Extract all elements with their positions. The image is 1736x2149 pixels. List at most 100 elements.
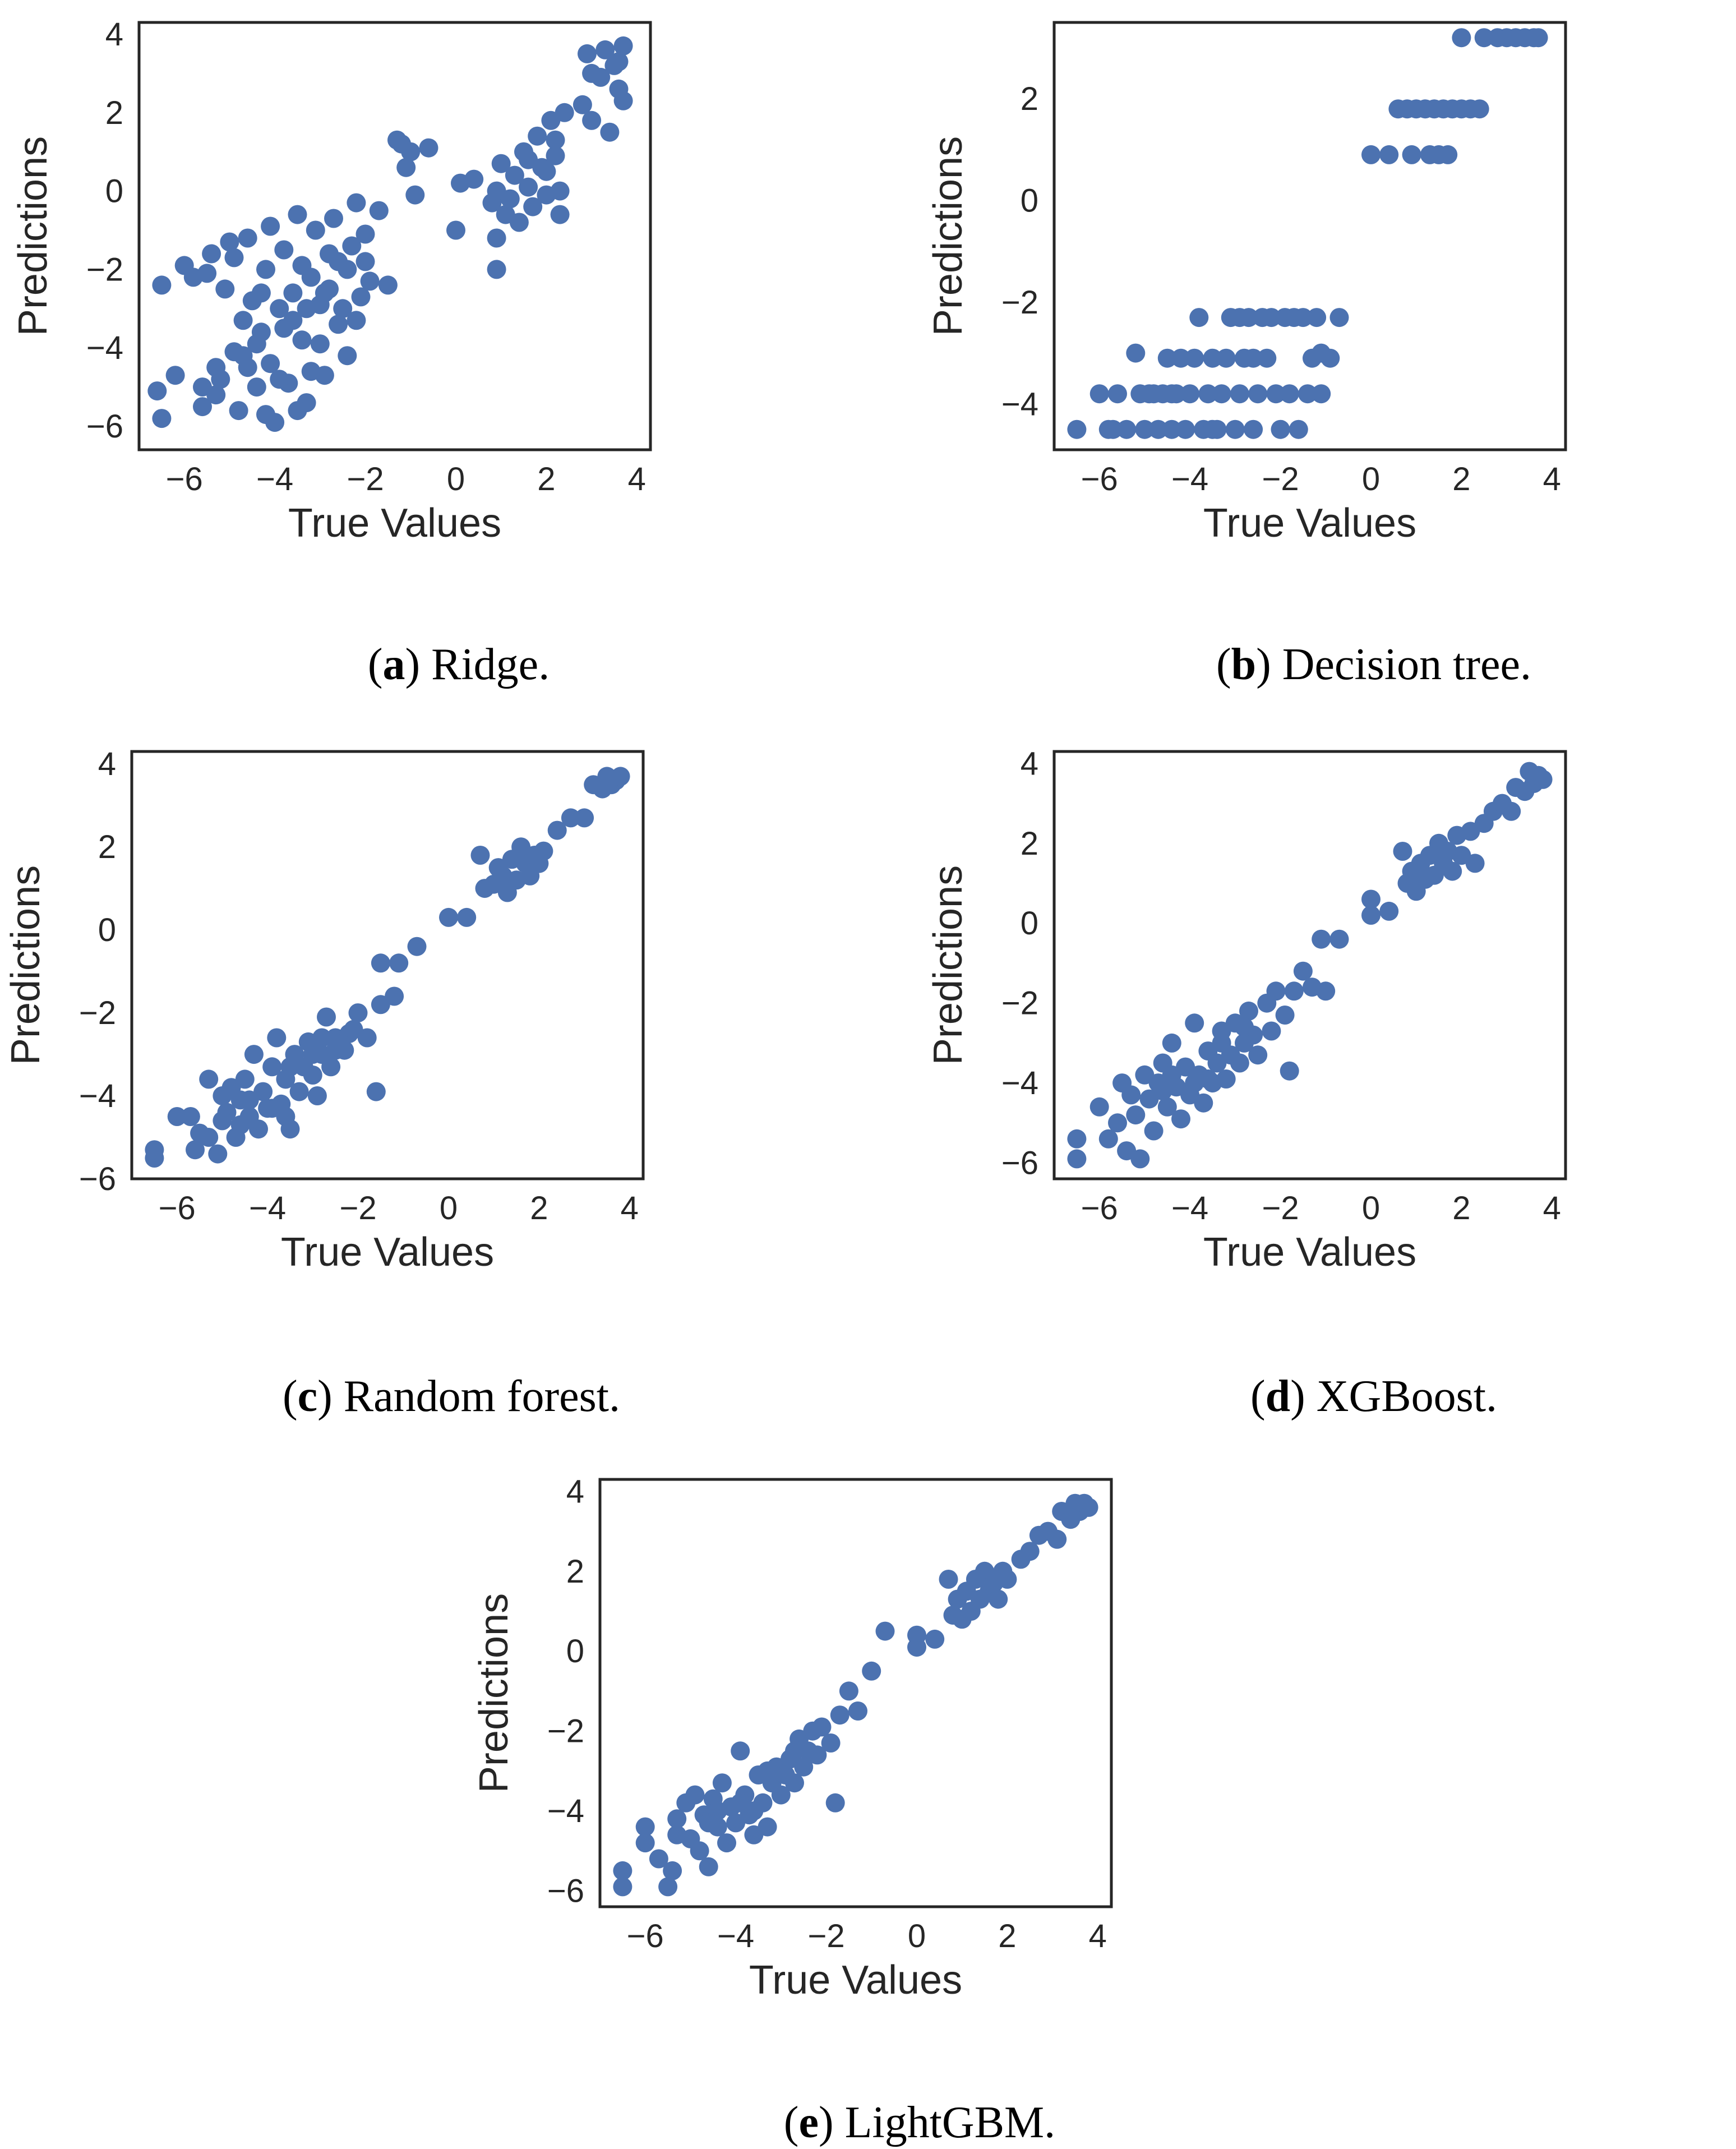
data-point xyxy=(500,189,520,209)
data-point xyxy=(1379,901,1399,921)
data-point xyxy=(297,299,316,319)
plot-frame xyxy=(598,1478,1113,1908)
data-point xyxy=(270,299,289,319)
y-tick-label: −6 xyxy=(1001,1145,1038,1182)
data-point xyxy=(1266,981,1286,1001)
data-point xyxy=(925,1629,945,1649)
data-point xyxy=(405,185,425,205)
data-point xyxy=(519,150,538,169)
x-tick-label: −2 xyxy=(347,461,384,497)
data-point xyxy=(685,1785,705,1805)
x-tick-label: 4 xyxy=(628,461,646,497)
plot-frame xyxy=(1052,750,1567,1180)
x-axis-label: True Values xyxy=(1203,1230,1416,1275)
x-axis-label: True Values xyxy=(749,1958,962,2003)
caption-b: (b) Decision tree. xyxy=(1216,640,1532,689)
data-point xyxy=(215,279,235,299)
data-point xyxy=(1280,1061,1299,1081)
data-point xyxy=(267,1028,287,1048)
data-point xyxy=(546,130,565,150)
data-point xyxy=(1244,348,1263,368)
data-point xyxy=(595,40,615,59)
plot-frame xyxy=(137,21,652,451)
data-point xyxy=(487,260,506,279)
data-point xyxy=(1203,348,1222,368)
data-point xyxy=(1248,1045,1268,1065)
data-point xyxy=(1329,308,1349,328)
data-point xyxy=(1162,1065,1181,1085)
data-point xyxy=(1176,419,1195,439)
x-tick-label: −6 xyxy=(1081,461,1118,497)
data-point xyxy=(613,1877,632,1897)
y-axis-label: Predictions xyxy=(472,1593,516,1793)
data-point xyxy=(1089,1097,1109,1117)
data-point xyxy=(1402,145,1421,164)
data-point xyxy=(758,1761,777,1781)
data-point xyxy=(193,377,212,397)
data-point xyxy=(1108,1113,1127,1133)
data-point xyxy=(528,126,547,146)
data-point xyxy=(167,1107,187,1126)
caption-c: (c) Random forest. xyxy=(282,1372,621,1421)
data-point xyxy=(315,283,334,303)
x-tick-label: −6 xyxy=(1081,1190,1118,1226)
x-tick-label: 0 xyxy=(440,1190,458,1226)
y-tick-label: −2 xyxy=(1001,985,1038,1022)
data-point xyxy=(1126,1105,1146,1125)
data-point xyxy=(1079,1497,1098,1517)
plot-frame xyxy=(130,750,645,1180)
data-point xyxy=(712,1773,732,1793)
x-tick-label: −2 xyxy=(1262,461,1299,497)
y-axis-label: Predictions xyxy=(3,865,48,1065)
data-point xyxy=(907,1638,926,1657)
x-tick-label: 4 xyxy=(1543,1190,1561,1226)
data-point xyxy=(1216,1069,1236,1089)
x-tick-label: 0 xyxy=(908,1918,926,1954)
data-point xyxy=(202,244,221,264)
data-point xyxy=(1020,1542,1040,1561)
data-point xyxy=(635,1817,655,1837)
data-point xyxy=(1329,929,1349,949)
data-point xyxy=(229,401,248,421)
data-point xyxy=(181,1107,200,1126)
data-point xyxy=(1529,28,1548,48)
data-point xyxy=(230,1115,250,1135)
data-point xyxy=(256,260,275,279)
y-tick-label: −4 xyxy=(86,330,123,366)
data-point xyxy=(582,63,602,83)
data-point xyxy=(1212,1033,1231,1053)
data-point xyxy=(1438,145,1458,164)
caption-d: (d) XGBoost. xyxy=(1250,1372,1498,1421)
data-point xyxy=(1216,348,1236,368)
x-tick-label: −4 xyxy=(1171,461,1208,497)
data-point xyxy=(699,1857,718,1876)
data-point xyxy=(1198,1069,1218,1089)
data-point xyxy=(1361,889,1381,909)
data-point xyxy=(310,334,330,354)
caption-letter: e xyxy=(798,2098,819,2147)
caption-letter: c xyxy=(297,1372,318,1421)
data-point xyxy=(1502,801,1521,821)
y-tick-label: 4 xyxy=(1021,745,1038,782)
data-point xyxy=(312,1028,331,1048)
data-point xyxy=(338,346,357,366)
y-tick-label: 2 xyxy=(105,95,123,131)
data-point xyxy=(1307,308,1327,328)
data-point xyxy=(1144,384,1164,404)
data-point xyxy=(147,381,167,401)
caption-a: (a) Ridge. xyxy=(367,640,550,689)
data-point xyxy=(288,401,307,421)
data-point xyxy=(419,138,438,158)
data-point xyxy=(717,1833,736,1853)
y-tick-label: −4 xyxy=(547,1793,584,1829)
caption-text: ) LightGBM. xyxy=(818,2098,1056,2147)
data-point xyxy=(611,767,630,786)
data-point xyxy=(807,1745,827,1765)
data-point xyxy=(600,122,620,142)
data-point xyxy=(649,1849,668,1869)
scatter-points xyxy=(1067,762,1553,1169)
data-point xyxy=(396,158,416,177)
data-point xyxy=(1230,1053,1249,1073)
data-point xyxy=(238,228,257,248)
